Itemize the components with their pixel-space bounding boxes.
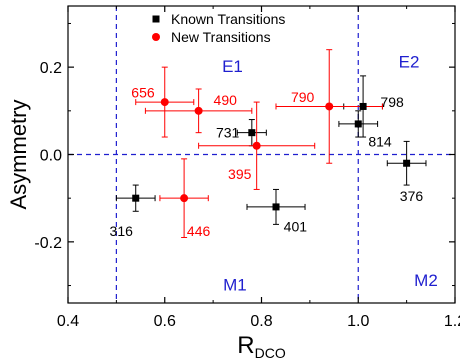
region-label: E1 xyxy=(222,57,243,76)
x-tick-label: 1.2 xyxy=(444,313,460,330)
data-point-circle xyxy=(194,106,203,115)
data-point-circle xyxy=(180,194,189,203)
point-label: 395 xyxy=(228,166,252,182)
region-labels: E1 E2 M1 M2 xyxy=(222,53,438,295)
point-label: 376 xyxy=(400,188,424,204)
point-label: 731 xyxy=(216,125,240,141)
y-tick-label: -0.2 xyxy=(34,235,62,252)
region-label: E2 xyxy=(399,53,420,72)
x-tick-label: 0.8 xyxy=(250,313,272,330)
legend-marker-circle xyxy=(152,33,160,41)
point-label: 814 xyxy=(368,133,392,149)
point-label: 316 xyxy=(110,223,134,239)
region-label: M2 xyxy=(414,271,438,290)
point-label: 446 xyxy=(187,223,211,239)
legend: Known Transitions New Transitions xyxy=(152,11,285,45)
legend-label: Known Transitions xyxy=(171,11,285,27)
point-labels: 316 401 731 798 814 376 656 490 446 395 790 xyxy=(110,84,424,238)
point-label: 790 xyxy=(291,89,315,105)
reference-lines xyxy=(68,6,455,303)
data-point-circle xyxy=(325,102,334,111)
data-point-circle xyxy=(252,141,261,150)
point-label: 656 xyxy=(131,84,155,100)
x-tick-label: 0.6 xyxy=(154,313,176,330)
x-tick-label: 1.0 xyxy=(347,313,369,330)
data-point-square xyxy=(272,203,280,211)
point-label: 798 xyxy=(380,94,404,110)
data-point-circle xyxy=(160,98,169,107)
y-axis: -0.2 0.0 0.2 xyxy=(34,22,455,287)
y-tick-label: 0.2 xyxy=(40,60,62,77)
legend-marker-square xyxy=(152,15,160,23)
point-label: 401 xyxy=(284,219,308,235)
data-point-square xyxy=(359,102,367,110)
x-axis-title-subscript: DCO xyxy=(255,345,286,361)
data-markers xyxy=(132,98,411,211)
legend-label: New Transitions xyxy=(171,29,271,45)
y-axis-title: Asymmetry xyxy=(6,100,31,210)
data-point-square xyxy=(354,120,362,128)
x-axis: 0.4 0.6 0.8 1.0 1.2 xyxy=(57,6,460,330)
x-tick-label: 0.4 xyxy=(57,313,79,330)
y-tick-label: 0.0 xyxy=(40,148,62,165)
region-label: M1 xyxy=(223,275,247,294)
x-axis-title: RDCO xyxy=(237,332,286,361)
point-label: 490 xyxy=(214,92,238,108)
data-point-square xyxy=(132,194,140,202)
data-point-square xyxy=(403,159,411,167)
data-point-square xyxy=(248,129,256,137)
x-axis-title-main: R xyxy=(237,332,254,359)
